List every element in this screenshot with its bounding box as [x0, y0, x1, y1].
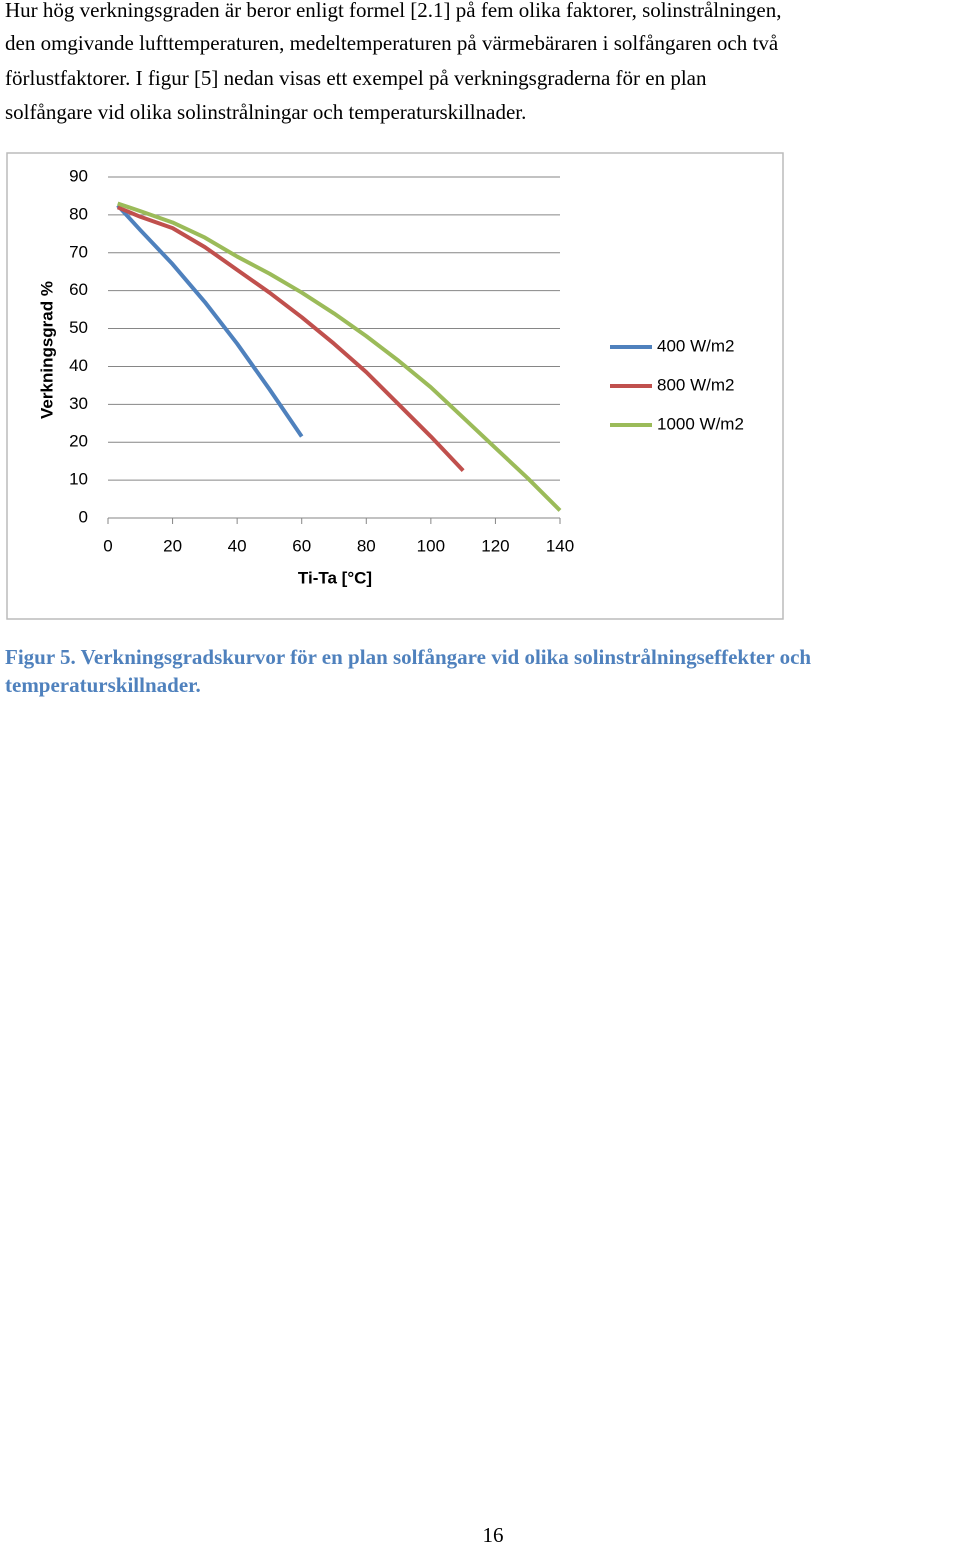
x-tick-label: 40 — [228, 536, 247, 555]
legend-label: 1000 W/m2 — [657, 414, 744, 433]
x-tick-label: 0 — [103, 536, 112, 555]
y-tick-label: 50 — [69, 318, 88, 337]
paragraph-line: förlustfaktorer. I figur [5] nedan visas… — [5, 66, 707, 90]
page-number: 16 — [483, 1523, 504, 1547]
y-axis-label: Verkningsgrad % — [37, 281, 56, 419]
x-tick-label: 60 — [292, 536, 311, 555]
legend-label: 800 W/m2 — [657, 375, 734, 394]
chart-frame — [6, 152, 784, 620]
series-line — [116, 204, 304, 438]
y-tick-label: 60 — [69, 280, 88, 299]
x-tick-label: 20 — [163, 536, 182, 555]
x-axis-label: Ti-Ta [°C] — [298, 568, 372, 587]
x-tick-label: 80 — [357, 536, 376, 555]
paragraph-line: solfångare vid olika solinstrålningar oc… — [5, 100, 526, 124]
paragraph-line: Hur hög verkningsgraden är beror enligt … — [5, 0, 782, 22]
x-tick-label: 120 — [481, 536, 509, 555]
y-tick-label: 30 — [69, 394, 88, 413]
y-tick-label: 80 — [69, 204, 88, 223]
y-tick-label: 90 — [69, 166, 88, 185]
series-line — [116, 205, 465, 473]
legend-label: 400 W/m2 — [657, 336, 734, 355]
series-line — [117, 201, 562, 512]
y-tick-label: 10 — [69, 470, 88, 489]
y-tick-label: 20 — [69, 432, 88, 451]
y-tick-label: 40 — [69, 356, 88, 375]
paragraph-line: den omgivande lufttemperaturen, medeltem… — [5, 31, 779, 55]
x-tick-label: 100 — [417, 536, 445, 555]
caption-line: temperaturskillnader. — [5, 673, 201, 697]
y-tick-label: 0 — [79, 507, 88, 526]
y-tick-label: 70 — [69, 242, 88, 261]
x-tick-label: 140 — [546, 536, 574, 555]
caption-line: Figur 5. Verkningsgradskurvor för en pla… — [5, 645, 811, 669]
